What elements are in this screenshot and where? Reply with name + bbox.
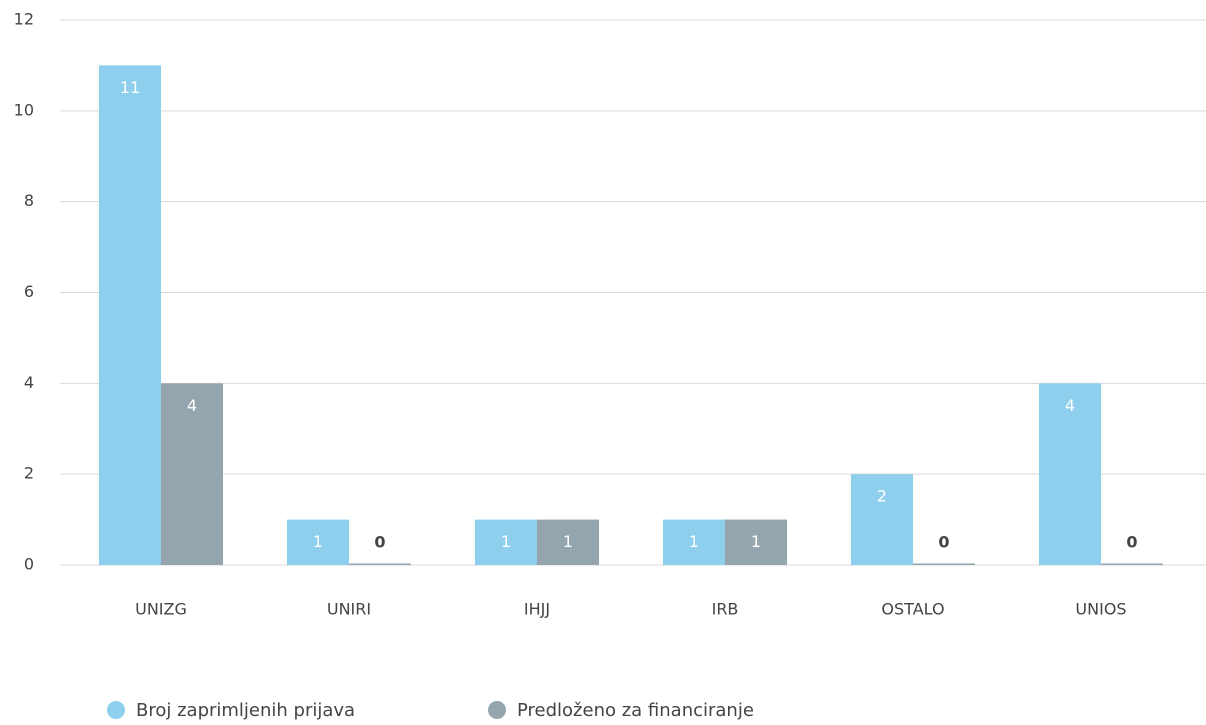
- y-tick-label: 2: [24, 464, 34, 483]
- x-tick-label: UNIOS: [1075, 600, 1126, 619]
- data-label: 0: [374, 533, 385, 552]
- data-label: 1: [501, 532, 511, 551]
- y-tick-label: 0: [24, 555, 34, 574]
- data-label: 0: [938, 533, 949, 552]
- data-label: 1: [313, 532, 323, 551]
- bar: [1101, 563, 1163, 565]
- x-tick-label: UNIZG: [135, 600, 187, 619]
- data-label: 1: [563, 532, 573, 551]
- legend-marker: [107, 701, 125, 719]
- bar: [287, 519, 349, 565]
- data-label: 4: [187, 396, 197, 415]
- bar: [475, 519, 537, 565]
- bar: [913, 563, 975, 565]
- y-tick-label: 12: [14, 10, 34, 29]
- y-tick-label: 10: [14, 100, 34, 119]
- bar: [725, 519, 787, 565]
- bar: [99, 65, 161, 566]
- bar: [161, 383, 223, 565]
- data-label: 4: [1065, 396, 1075, 415]
- y-tick-label: 4: [24, 373, 34, 392]
- bar: [1039, 383, 1101, 565]
- data-label: 0: [1126, 533, 1137, 552]
- data-label: 11: [120, 78, 140, 97]
- bar: [349, 563, 411, 565]
- legend-label: Broj zaprimljenih prijava: [136, 700, 355, 721]
- legend-marker: [488, 701, 506, 719]
- data-label: 1: [751, 532, 761, 551]
- x-tick-label: OSTALO: [881, 600, 944, 619]
- x-tick-label: IRB: [712, 600, 739, 619]
- y-tick-label: 6: [24, 282, 34, 301]
- data-label: 2: [877, 487, 887, 506]
- bar: [537, 519, 599, 565]
- x-tick-label: IHJJ: [524, 600, 550, 619]
- legend-label: Predloženo za financiranje: [517, 700, 754, 721]
- data-label: 1: [689, 532, 699, 551]
- y-tick-label: 8: [24, 191, 34, 210]
- bar: [851, 474, 913, 565]
- bar: [663, 519, 725, 565]
- x-tick-label: UNIRI: [327, 600, 371, 619]
